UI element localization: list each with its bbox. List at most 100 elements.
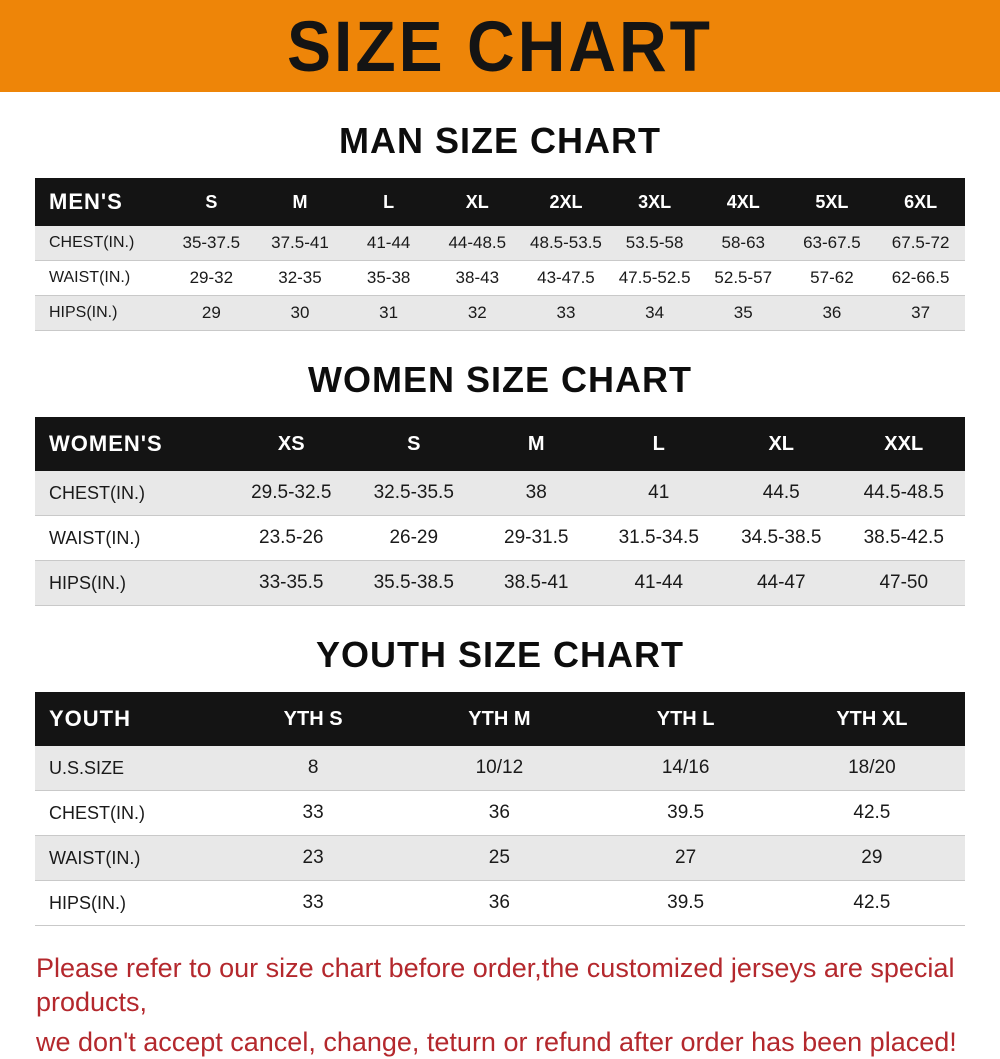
size-column-header: YTH S (220, 692, 406, 746)
row-label: CHEST(IN.) (35, 226, 167, 261)
size-cell: 42.5 (779, 881, 965, 926)
order-note: Please refer to our size chart before or… (36, 952, 1000, 1059)
row-label: HIPS(IN.) (35, 881, 220, 926)
table-corner-label: WOMEN'S (35, 417, 230, 471)
size-cell: 32.5-35.5 (353, 471, 476, 516)
size-cell: 18/20 (779, 746, 965, 791)
size-column-header: YTH L (593, 692, 779, 746)
row-label: CHEST(IN.) (35, 791, 220, 836)
note-line-1: Please refer to our size chart before or… (36, 952, 1000, 1020)
size-cell: 48.5-53.5 (522, 226, 611, 261)
size-cell: 35 (699, 296, 788, 331)
size-column-header: 2XL (522, 178, 611, 226)
size-cell: 47-50 (843, 561, 966, 606)
size-cell: 44.5 (720, 471, 843, 516)
women-size-heading: WOMEN SIZE CHART (0, 359, 1000, 401)
page-title: SIZE CHART (287, 5, 713, 87)
size-cell: 32 (433, 296, 522, 331)
size-cell: 38-43 (433, 261, 522, 296)
size-cell: 23 (220, 836, 406, 881)
youth-size-heading: YOUTH SIZE CHART (0, 634, 1000, 676)
size-cell: 38.5-42.5 (843, 516, 966, 561)
size-cell: 8 (220, 746, 406, 791)
size-cell: 57-62 (788, 261, 877, 296)
size-cell: 27 (593, 836, 779, 881)
size-cell: 33 (220, 881, 406, 926)
table-corner-label: YOUTH (35, 692, 220, 746)
size-cell: 38 (475, 471, 598, 516)
row-label: U.S.SIZE (35, 746, 220, 791)
size-cell: 37.5-41 (256, 226, 345, 261)
size-column-header: S (167, 178, 256, 226)
size-cell: 31 (344, 296, 433, 331)
size-column-header: YTH XL (779, 692, 965, 746)
size-cell: 35-37.5 (167, 226, 256, 261)
size-cell: 26-29 (353, 516, 476, 561)
size-cell: 29 (779, 836, 965, 881)
size-cell: 44-48.5 (433, 226, 522, 261)
size-cell: 36 (406, 881, 592, 926)
size-cell: 62-66.5 (876, 261, 965, 296)
size-cell: 29-31.5 (475, 516, 598, 561)
table-corner-label: MEN'S (35, 178, 167, 226)
size-cell: 37 (876, 296, 965, 331)
size-cell: 35.5-38.5 (353, 561, 476, 606)
size-cell: 33-35.5 (230, 561, 353, 606)
size-column-header: M (256, 178, 345, 226)
size-cell: 53.5-58 (610, 226, 699, 261)
size-cell: 36 (788, 296, 877, 331)
size-cell: 29.5-32.5 (230, 471, 353, 516)
size-cell: 23.5-26 (230, 516, 353, 561)
size-cell: 14/16 (593, 746, 779, 791)
size-cell: 41-44 (598, 561, 721, 606)
size-column-header: S (353, 417, 476, 471)
size-cell: 33 (220, 791, 406, 836)
size-cell: 47.5-52.5 (610, 261, 699, 296)
size-cell: 25 (406, 836, 592, 881)
size-cell: 42.5 (779, 791, 965, 836)
size-cell: 44-47 (720, 561, 843, 606)
size-cell: 41-44 (344, 226, 433, 261)
size-cell: 33 (522, 296, 611, 331)
size-column-header: 6XL (876, 178, 965, 226)
size-cell: 39.5 (593, 791, 779, 836)
size-cell: 58-63 (699, 226, 788, 261)
row-label: WAIST(IN.) (35, 261, 167, 296)
row-label: CHEST(IN.) (35, 471, 230, 516)
size-cell: 41 (598, 471, 721, 516)
size-column-header: 4XL (699, 178, 788, 226)
size-cell: 34 (610, 296, 699, 331)
size-cell: 32-35 (256, 261, 345, 296)
size-column-header: XXL (843, 417, 966, 471)
size-cell: 31.5-34.5 (598, 516, 721, 561)
row-label: HIPS(IN.) (35, 561, 230, 606)
row-label: WAIST(IN.) (35, 516, 230, 561)
man-size-heading: MAN SIZE CHART (0, 120, 1000, 162)
size-cell: 30 (256, 296, 345, 331)
size-column-header: L (344, 178, 433, 226)
size-cell: 36 (406, 791, 592, 836)
size-cell: 35-38 (344, 261, 433, 296)
size-cell: 43-47.5 (522, 261, 611, 296)
row-label: WAIST(IN.) (35, 836, 220, 881)
size-cell: 10/12 (406, 746, 592, 791)
row-label: HIPS(IN.) (35, 296, 167, 331)
size-cell: 29-32 (167, 261, 256, 296)
